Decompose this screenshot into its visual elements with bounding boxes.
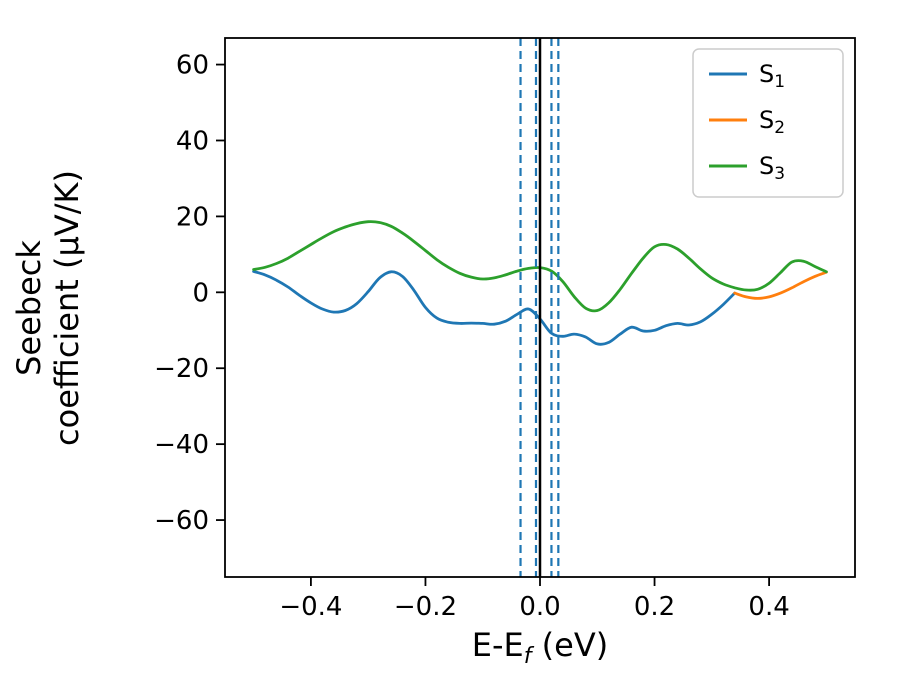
x-tick-label: 0.2 [634, 592, 675, 622]
x-tick-label: 0.4 [748, 592, 789, 622]
y-tick-label: 40 [176, 126, 209, 156]
y-tick-label: −20 [154, 354, 209, 384]
x-tick-label: −0.2 [394, 592, 457, 622]
legend-label-s1: S1 [759, 60, 785, 92]
y-axis-label-line2: coefficient (μV/K) [48, 170, 86, 446]
series-line-s2 [733, 270, 828, 300]
plot-area: −0.4 −0.2 0.0 0.2 0.4 −60 −40 −20 0 20 40 60 S1 S2 S3 [154, 37, 856, 622]
y-tick-label: 0 [192, 278, 209, 308]
legend-label-s3: S3 [759, 152, 785, 184]
y-tick-label: −40 [154, 430, 209, 460]
y-tick-label: 60 [176, 51, 209, 81]
x-axis-label: E-Ef (eV) [472, 626, 608, 669]
x-tick-label: 0.0 [519, 592, 560, 622]
y-tick-label: 20 [176, 202, 209, 232]
y-axis-label-line1: Seebeck [10, 240, 48, 376]
y-tick-label: −60 [154, 506, 209, 536]
legend-label-s2: S2 [759, 106, 785, 138]
x-tick-label: −0.4 [279, 592, 342, 622]
legend: S1 S2 S3 [692, 48, 844, 198]
legend-frame [692, 48, 844, 198]
series-line-s1 [252, 270, 737, 346]
